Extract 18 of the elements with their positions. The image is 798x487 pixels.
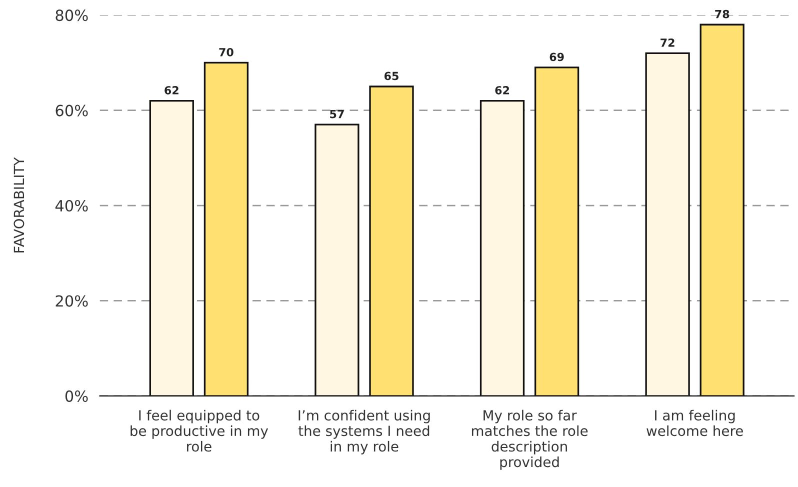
y-tick-label: 0% — [65, 390, 88, 402]
data-label: 69 — [550, 52, 564, 62]
y-tick-label: 80% — [56, 10, 88, 22]
x-tick-label: My role so far matches the role description provided — [472, 410, 588, 470]
data-label: 57 — [330, 110, 344, 118]
data-label: 65 — [384, 72, 398, 80]
y-tick-label: 20% — [56, 295, 88, 307]
data-label: 72 — [660, 38, 674, 47]
data-label: 78 — [715, 10, 730, 18]
x-tick-label: I’m confident using the systems I need in my role — [298, 410, 430, 454]
x-tick-label: I am feeling welcome here — [646, 410, 743, 436]
data-label: 62 — [164, 86, 178, 94]
data-label: 62 — [495, 86, 510, 94]
y-tick-label: 60% — [56, 104, 88, 116]
y-tick-label: 40% — [55, 200, 88, 212]
data-label: 70 — [219, 48, 234, 56]
x-tick-label: I feel equipped to be productive in my role — [130, 410, 268, 452]
y-axis-title: FAVORABILITY — [14, 157, 24, 252]
